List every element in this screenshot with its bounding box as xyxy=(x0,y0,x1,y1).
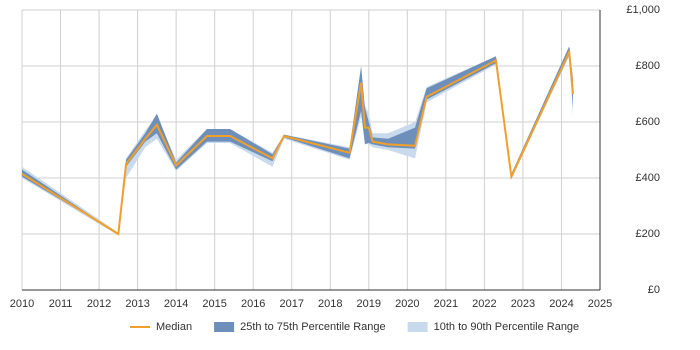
legend-swatch xyxy=(407,322,428,332)
x-tick-label: 2023 xyxy=(511,298,535,310)
x-tick-label: 2024 xyxy=(549,298,573,310)
x-tick-label: 2014 xyxy=(164,298,188,310)
y-tick-label: £200 xyxy=(636,228,660,240)
x-tick-label: 2025 xyxy=(588,298,612,310)
x-tick-label: 2019 xyxy=(357,298,381,310)
x-tick-label: 2013 xyxy=(125,298,149,310)
legend-label: 10th to 90th Percentile Range xyxy=(434,321,580,333)
y-tick-label: £0 xyxy=(648,284,660,296)
x-tick-label: 2017 xyxy=(279,298,303,310)
x-tick-label: 2010 xyxy=(10,298,34,310)
y-tick-label: £800 xyxy=(636,60,660,72)
x-tick-label: 2012 xyxy=(87,298,111,310)
x-tick-label: 2015 xyxy=(202,298,226,310)
x-tick-label: 2011 xyxy=(49,298,73,310)
y-tick-label: £1,000 xyxy=(626,4,660,16)
x-tick-label: 2021 xyxy=(434,298,458,310)
y-tick-label: £400 xyxy=(636,172,660,184)
legend-label: Median xyxy=(156,321,192,333)
x-tick-label: 2020 xyxy=(395,298,419,310)
legend-swatch xyxy=(214,322,235,332)
y-tick-label: £600 xyxy=(636,116,660,128)
x-tick-label: 2022 xyxy=(472,298,496,310)
median-line xyxy=(21,48,575,236)
x-tick-label: 2018 xyxy=(318,298,342,310)
x-tick-label: 2016 xyxy=(241,298,265,310)
legend-label: 25th to 75th Percentile Range xyxy=(240,321,386,333)
